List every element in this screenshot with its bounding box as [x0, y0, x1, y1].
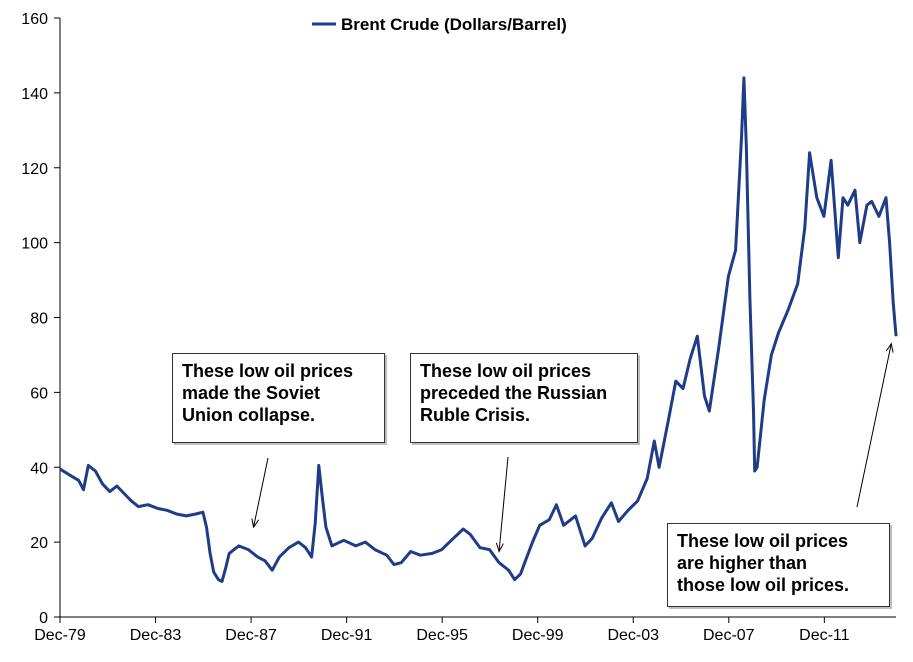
y-tick-label: 60 — [30, 385, 48, 402]
annotation-arrows — [251, 342, 894, 553]
annotation-line: preceded the Russian — [420, 383, 608, 403]
x-tick-label: Dec-87 — [225, 627, 277, 644]
annotation-arrow — [253, 457, 269, 528]
annotation-line: These low oil prices — [182, 361, 354, 381]
annotation-arrowhead — [885, 342, 894, 353]
annotation-line: made the Soviet — [182, 383, 321, 403]
x-tick-label: Dec-03 — [607, 627, 659, 644]
y-tick-label: 80 — [30, 311, 48, 328]
x-tick-label: Dec-83 — [130, 627, 182, 644]
series-line — [59, 76, 898, 583]
x-tick-label: Dec-11 — [799, 627, 849, 644]
y-tick-label: 120 — [21, 161, 48, 178]
y-tick-label: 100 — [21, 236, 48, 253]
x-tick-label: Dec-91 — [321, 627, 373, 644]
series-layer — [59, 76, 898, 583]
annotation-arrowhead — [495, 542, 504, 553]
y-tick-label: 20 — [30, 535, 48, 552]
annotation-line: Union collapse. — [182, 405, 316, 425]
tick-labels: 0 20 40 60 80 100 120 140 160 Dec-79 Dec-83 Dec-87 D… — [21, 11, 849, 644]
annotation-current-prices: These low oil prices are higher than tho… — [667, 523, 890, 607]
annotation-line: These low oil prices — [420, 361, 592, 381]
annotation-ruble-crisis: These low oil prices preceded the Russia… — [410, 353, 638, 443]
legend: Brent Crude (Dollars/Barrel) — [312, 15, 567, 34]
x-tick-label: Dec-99 — [512, 627, 564, 644]
x-tick-label: Dec-95 — [416, 627, 468, 644]
legend-label: Brent Crude (Dollars/Barrel) — [341, 15, 567, 34]
y-tick-label: 40 — [30, 460, 48, 477]
annotation-line: These low oil prices — [677, 531, 849, 551]
annotation-soviet-collapse: These low oil prices made the Soviet Uni… — [172, 353, 385, 443]
y-tick-label: 0 — [39, 610, 48, 627]
y-tick-label: 140 — [21, 86, 48, 103]
axes — [54, 17, 896, 623]
annotation-line: Ruble Crisis. — [420, 405, 531, 425]
x-tick-label: Dec-79 — [34, 627, 86, 644]
annotation-arrowhead — [251, 518, 260, 529]
annotation-arrow — [498, 456, 509, 552]
annotation-line: those low oil prices. — [677, 575, 850, 595]
x-tick-label: Dec-07 — [703, 627, 755, 644]
annotation-arrow — [856, 343, 892, 508]
y-tick-label: 160 — [21, 11, 48, 28]
annotation-line: are higher than — [677, 553, 808, 573]
